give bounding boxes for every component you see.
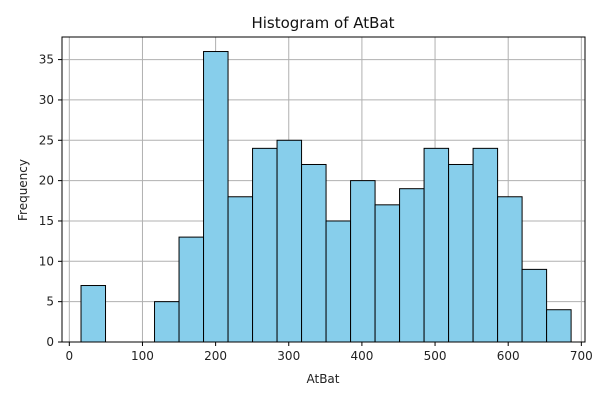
- x-tick-label: 400: [350, 349, 373, 363]
- histogram-bar: [472, 147, 499, 343]
- y-axis-ticks: 0 5 10 15 20 25 30 35: [39, 53, 62, 349]
- y-tick-label: 15: [39, 214, 54, 228]
- x-tick-label: 200: [204, 349, 227, 363]
- y-tick-label: 10: [39, 254, 54, 268]
- histogram-bar: [350, 180, 376, 343]
- histogram-bar: [448, 163, 474, 343]
- y-tick-label: 35: [39, 53, 54, 67]
- x-tick-label: 600: [497, 349, 520, 363]
- x-tick-label: 500: [424, 349, 447, 363]
- histogram-bar: [399, 188, 425, 343]
- histogram-bar: [301, 163, 327, 343]
- histogram-bar: [154, 301, 180, 343]
- y-tick-label: 25: [39, 133, 54, 147]
- histogram-bar: [252, 147, 278, 343]
- x-tick-label: 700: [570, 349, 593, 363]
- x-tick-label: 100: [131, 349, 154, 363]
- histogram-bar: [546, 309, 572, 343]
- x-axis-title: AtBat: [307, 372, 340, 386]
- histogram-bars: [80, 51, 572, 343]
- histogram-bar: [203, 51, 229, 343]
- histogram-bar: [276, 139, 303, 343]
- x-axis-ticks: 0 100 200 300 400 500 600 700: [65, 342, 593, 363]
- chart-title: Histogram of AtBat: [251, 14, 394, 32]
- histogram-bar: [374, 204, 401, 343]
- y-tick-label: 20: [39, 174, 54, 188]
- x-tick-label: 300: [277, 349, 300, 363]
- histogram-bar: [227, 196, 254, 343]
- plot-frame: [61, 36, 586, 343]
- histogram-bar: [80, 285, 107, 343]
- histogram-bar: [325, 220, 352, 343]
- histogram-bar: [521, 268, 548, 343]
- histogram-bar: [423, 147, 450, 343]
- y-tick-label: 30: [39, 93, 54, 107]
- y-tick-label: 0: [46, 335, 54, 349]
- x-tick-label: 0: [65, 349, 73, 363]
- histogram-bar: [178, 236, 205, 343]
- y-tick-label: 5: [46, 295, 54, 309]
- histogram-bar: [497, 196, 523, 343]
- y-axis-title: Frequency: [16, 159, 30, 221]
